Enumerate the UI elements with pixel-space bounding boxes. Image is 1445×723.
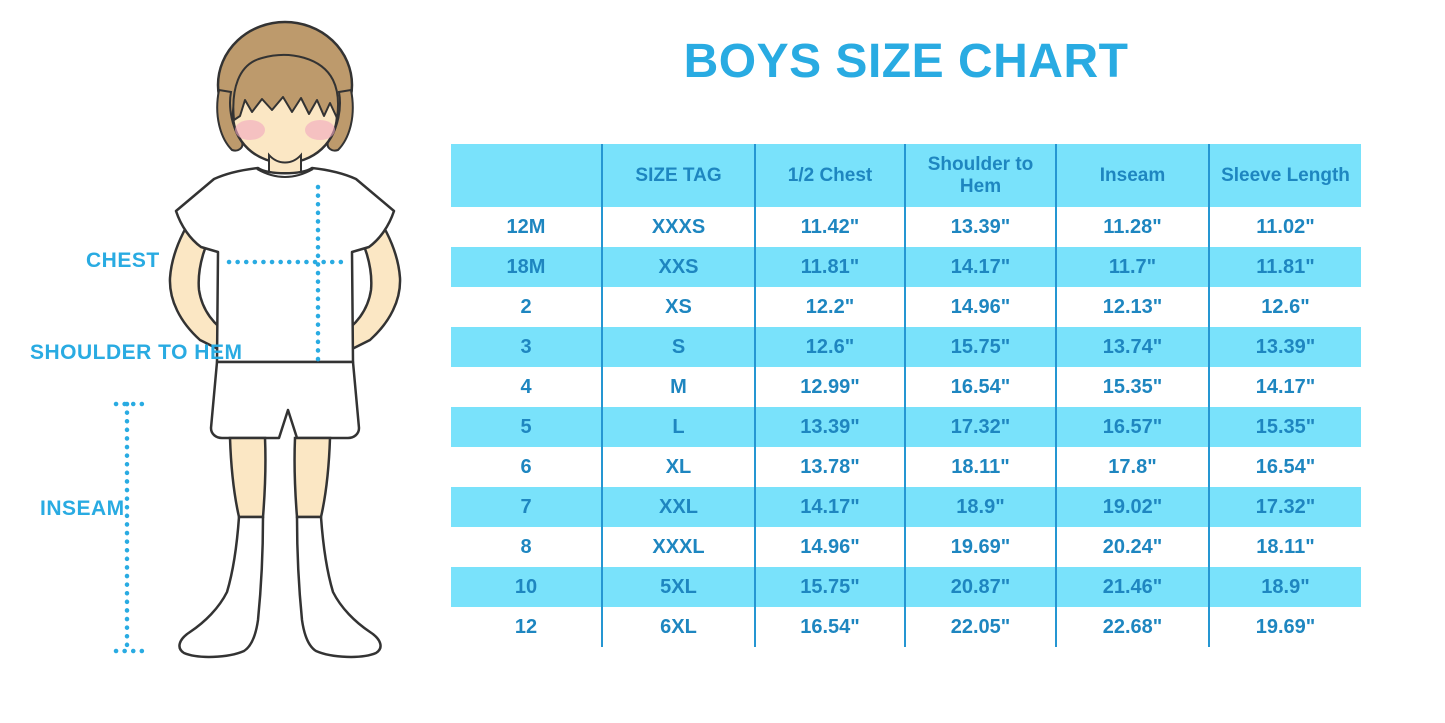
- row-label: 3: [451, 327, 601, 367]
- table-cell: 19.69": [904, 527, 1055, 567]
- table-cell: 13.39": [904, 207, 1055, 247]
- table-cell: 14.17": [904, 247, 1055, 287]
- table-cell: 12.99": [754, 367, 904, 407]
- table-cell: 17.8": [1055, 447, 1208, 487]
- table-cell: 16.54": [754, 607, 904, 647]
- table-cell: XXXL: [601, 527, 754, 567]
- table-cell: 14.96": [904, 287, 1055, 327]
- inseam-measure-line: [113, 401, 147, 654]
- table-cell: 13.39": [754, 407, 904, 447]
- table-cell: XXS: [601, 247, 754, 287]
- shorts-shape: [209, 360, 361, 440]
- row-label: 10: [451, 567, 601, 607]
- table-cell: 11.7": [1055, 247, 1208, 287]
- table-cell: 17.32": [1208, 487, 1361, 527]
- row-label: 2: [520, 295, 532, 318]
- size-table: SIZE TAG 1/2 Chest Shoulder to Hem Insea…: [451, 144, 1361, 647]
- column-header-half-chest: 1/2 Chest: [754, 144, 904, 207]
- table-cell: 19.69": [1208, 607, 1361, 647]
- table-cell: 22.05": [904, 607, 1055, 647]
- boy-illustration: [113, 20, 402, 659]
- row-label: 7: [451, 487, 601, 527]
- inseam-label: INSEAM: [40, 497, 125, 520]
- hair-side-left: [216, 88, 244, 152]
- column-header-shoulder-hem: Shoulder to Hem: [904, 144, 1055, 207]
- table-cell: 12.2": [754, 287, 904, 327]
- table-cell: 17.32": [904, 407, 1055, 447]
- table-cell: 15.75": [904, 327, 1055, 367]
- table-cell: 5XL: [601, 567, 754, 607]
- table-cell: 12.13": [1055, 287, 1208, 327]
- left-arm-shape: [168, 193, 234, 354]
- table-cell: 18.11": [1208, 527, 1361, 567]
- table-cell: 16.57": [1055, 407, 1208, 447]
- table-cell: 13.39": [1208, 327, 1361, 367]
- hair-side-right: [326, 88, 354, 152]
- table-cell: XS: [601, 287, 754, 327]
- right-sock-shape: [295, 515, 382, 659]
- table-cell: 21.46": [1055, 567, 1208, 607]
- right-leg-shape: [293, 436, 332, 519]
- table-cell: 11.42": [754, 207, 904, 247]
- table-cell: 16.54": [1208, 447, 1361, 487]
- table-cell: M: [601, 367, 754, 407]
- table-cell: XXL: [601, 487, 754, 527]
- row-label: 5: [451, 407, 601, 447]
- table-cell: S: [601, 327, 754, 367]
- table-cell: 13.74": [1055, 327, 1208, 367]
- table-cell: 6XL: [601, 607, 754, 647]
- table-cell: 13.78": [754, 447, 904, 487]
- table-cell: 11.28": [1055, 207, 1208, 247]
- row-label: 18M: [451, 247, 601, 287]
- table-cell: 12.6": [754, 327, 904, 367]
- blush-left: [235, 120, 265, 140]
- measurement-figure: CHEST SHOULDER TO HEM INSEAM: [0, 0, 450, 723]
- column-header-blank: [451, 144, 601, 207]
- table-cell: 12.6": [1208, 287, 1361, 327]
- column-header-size-tag: SIZE TAG: [601, 144, 754, 207]
- table-cell: 14.17": [754, 487, 904, 527]
- table-cell: XL: [601, 447, 754, 487]
- hair-fringe: [232, 54, 339, 121]
- table-cell: 11.02": [1208, 207, 1361, 247]
- table-cell: 15.75": [754, 567, 904, 607]
- tshirt-shape: [174, 166, 396, 364]
- table-cell: 15.35": [1208, 407, 1361, 447]
- row-label: 4: [520, 375, 532, 398]
- table-cell: 19.02": [1055, 487, 1208, 527]
- left-leg-shape: [228, 436, 267, 519]
- left-sock-shape: [178, 515, 265, 659]
- table-cell: 22.68": [1055, 607, 1208, 647]
- row-label: 12M: [506, 215, 546, 238]
- table-cell: L: [601, 407, 754, 447]
- collar-line: [256, 168, 314, 178]
- table-cell: 11.81": [754, 247, 904, 287]
- table-cell: 16.54": [904, 367, 1055, 407]
- right-arm-shape: [336, 193, 402, 354]
- row-label: 6: [520, 455, 532, 478]
- chest-label: CHEST: [86, 249, 160, 272]
- table-cell: 18.9": [904, 487, 1055, 527]
- row-label: 8: [520, 535, 532, 558]
- table-cell: 14.17": [1208, 367, 1361, 407]
- table-cell: 15.35": [1055, 367, 1208, 407]
- table-cell: 14.96": [754, 527, 904, 567]
- column-header-sleeve-length: Sleeve Length: [1208, 144, 1361, 207]
- table-cell: 11.81": [1208, 247, 1361, 287]
- table-cell: 18.11": [904, 447, 1055, 487]
- table-cell: 20.87": [904, 567, 1055, 607]
- table-cell: 20.24": [1055, 527, 1208, 567]
- column-header-inseam: Inseam: [1055, 144, 1208, 207]
- table-cell: XXXS: [601, 207, 754, 247]
- row-label: 12: [514, 615, 538, 638]
- blush-right: [305, 120, 335, 140]
- table-cell: 18.9": [1208, 567, 1361, 607]
- shoulder-to-hem-label: SHOULDER TO HEM: [30, 341, 243, 364]
- page-title: BOYS SIZE CHART: [683, 35, 1129, 88]
